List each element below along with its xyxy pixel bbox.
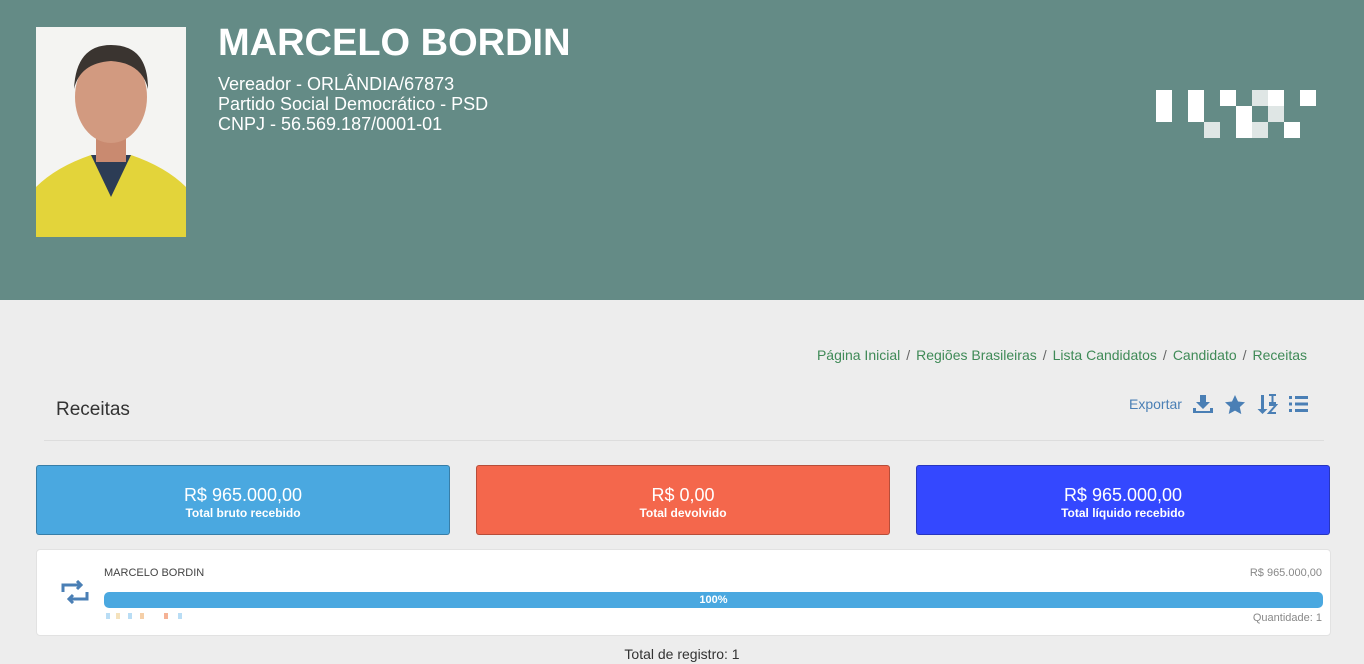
breadcrumb-separator: / [1162,347,1167,363]
progress-bar: 100% [104,592,1323,608]
candidate-role: Vereador - ORLÂNDIA/67873 [218,74,455,94]
breadcrumb-link[interactable]: Lista Candidatos [1052,347,1157,363]
breadcrumb-current: Receitas [1252,347,1307,363]
breadcrumb-link[interactable]: Página Inicial [816,347,901,363]
sort-icon[interactable] [1256,394,1278,414]
card-label: Total bruto recebido [185,506,301,520]
card-value: R$ 965.000,00 [183,485,303,505]
export-button[interactable]: Exportar [1129,396,1182,412]
breadcrumb-link[interactable]: Candidato [1172,347,1237,363]
card-value: R$ 965.000,00 [1063,485,1183,505]
breadcrumb-separator: / [1042,347,1047,363]
summary-card: R$ 965.000,00 Total líquido recebido [916,465,1330,535]
toolbar: Exportar [1129,394,1310,414]
divider [44,440,1324,441]
card-value: R$ 0,00 [651,485,715,505]
candidate-photo [36,27,186,237]
candidate-cnpj: CNPJ - 56.569.187/0001-01 [218,114,443,134]
candidate-party: Partido Social Democrático - PSD [218,94,489,114]
transfer-icon [61,580,89,604]
card-label: Total líquido recebido [1061,506,1185,520]
total-records: Total de registro: 1 [624,646,740,662]
favorite-icon[interactable] [1224,394,1246,414]
candidate-name: MARCELO BORDIN [218,22,571,64]
entry-amount: R$ 965.000,00 [1249,567,1322,579]
breadcrumb: Página Inicial / Regiões Brasileiras / Lista… [817,347,1307,363]
header [0,0,1364,300]
blurred-logo [1156,90,1316,138]
list-icon[interactable] [1288,394,1310,414]
download-icon[interactable] [1192,394,1214,414]
breadcrumb-separator: / [1242,347,1247,363]
summary-card: R$ 965.000,00 Total bruto recebido [36,465,450,535]
entry-name: MARCELO BORDIN [104,567,205,579]
breadcrumb-separator: / [906,347,911,363]
section-title: Receitas [56,399,130,420]
entry-quantity: Quantidade: 1 [1252,612,1322,624]
card-label: Total devolvido [639,506,727,520]
summary-card: R$ 0,00 Total devolvido [476,465,890,535]
breadcrumb-link[interactable]: Regiões Brasileiras [916,347,1037,363]
blurred-tags [106,613,182,619]
